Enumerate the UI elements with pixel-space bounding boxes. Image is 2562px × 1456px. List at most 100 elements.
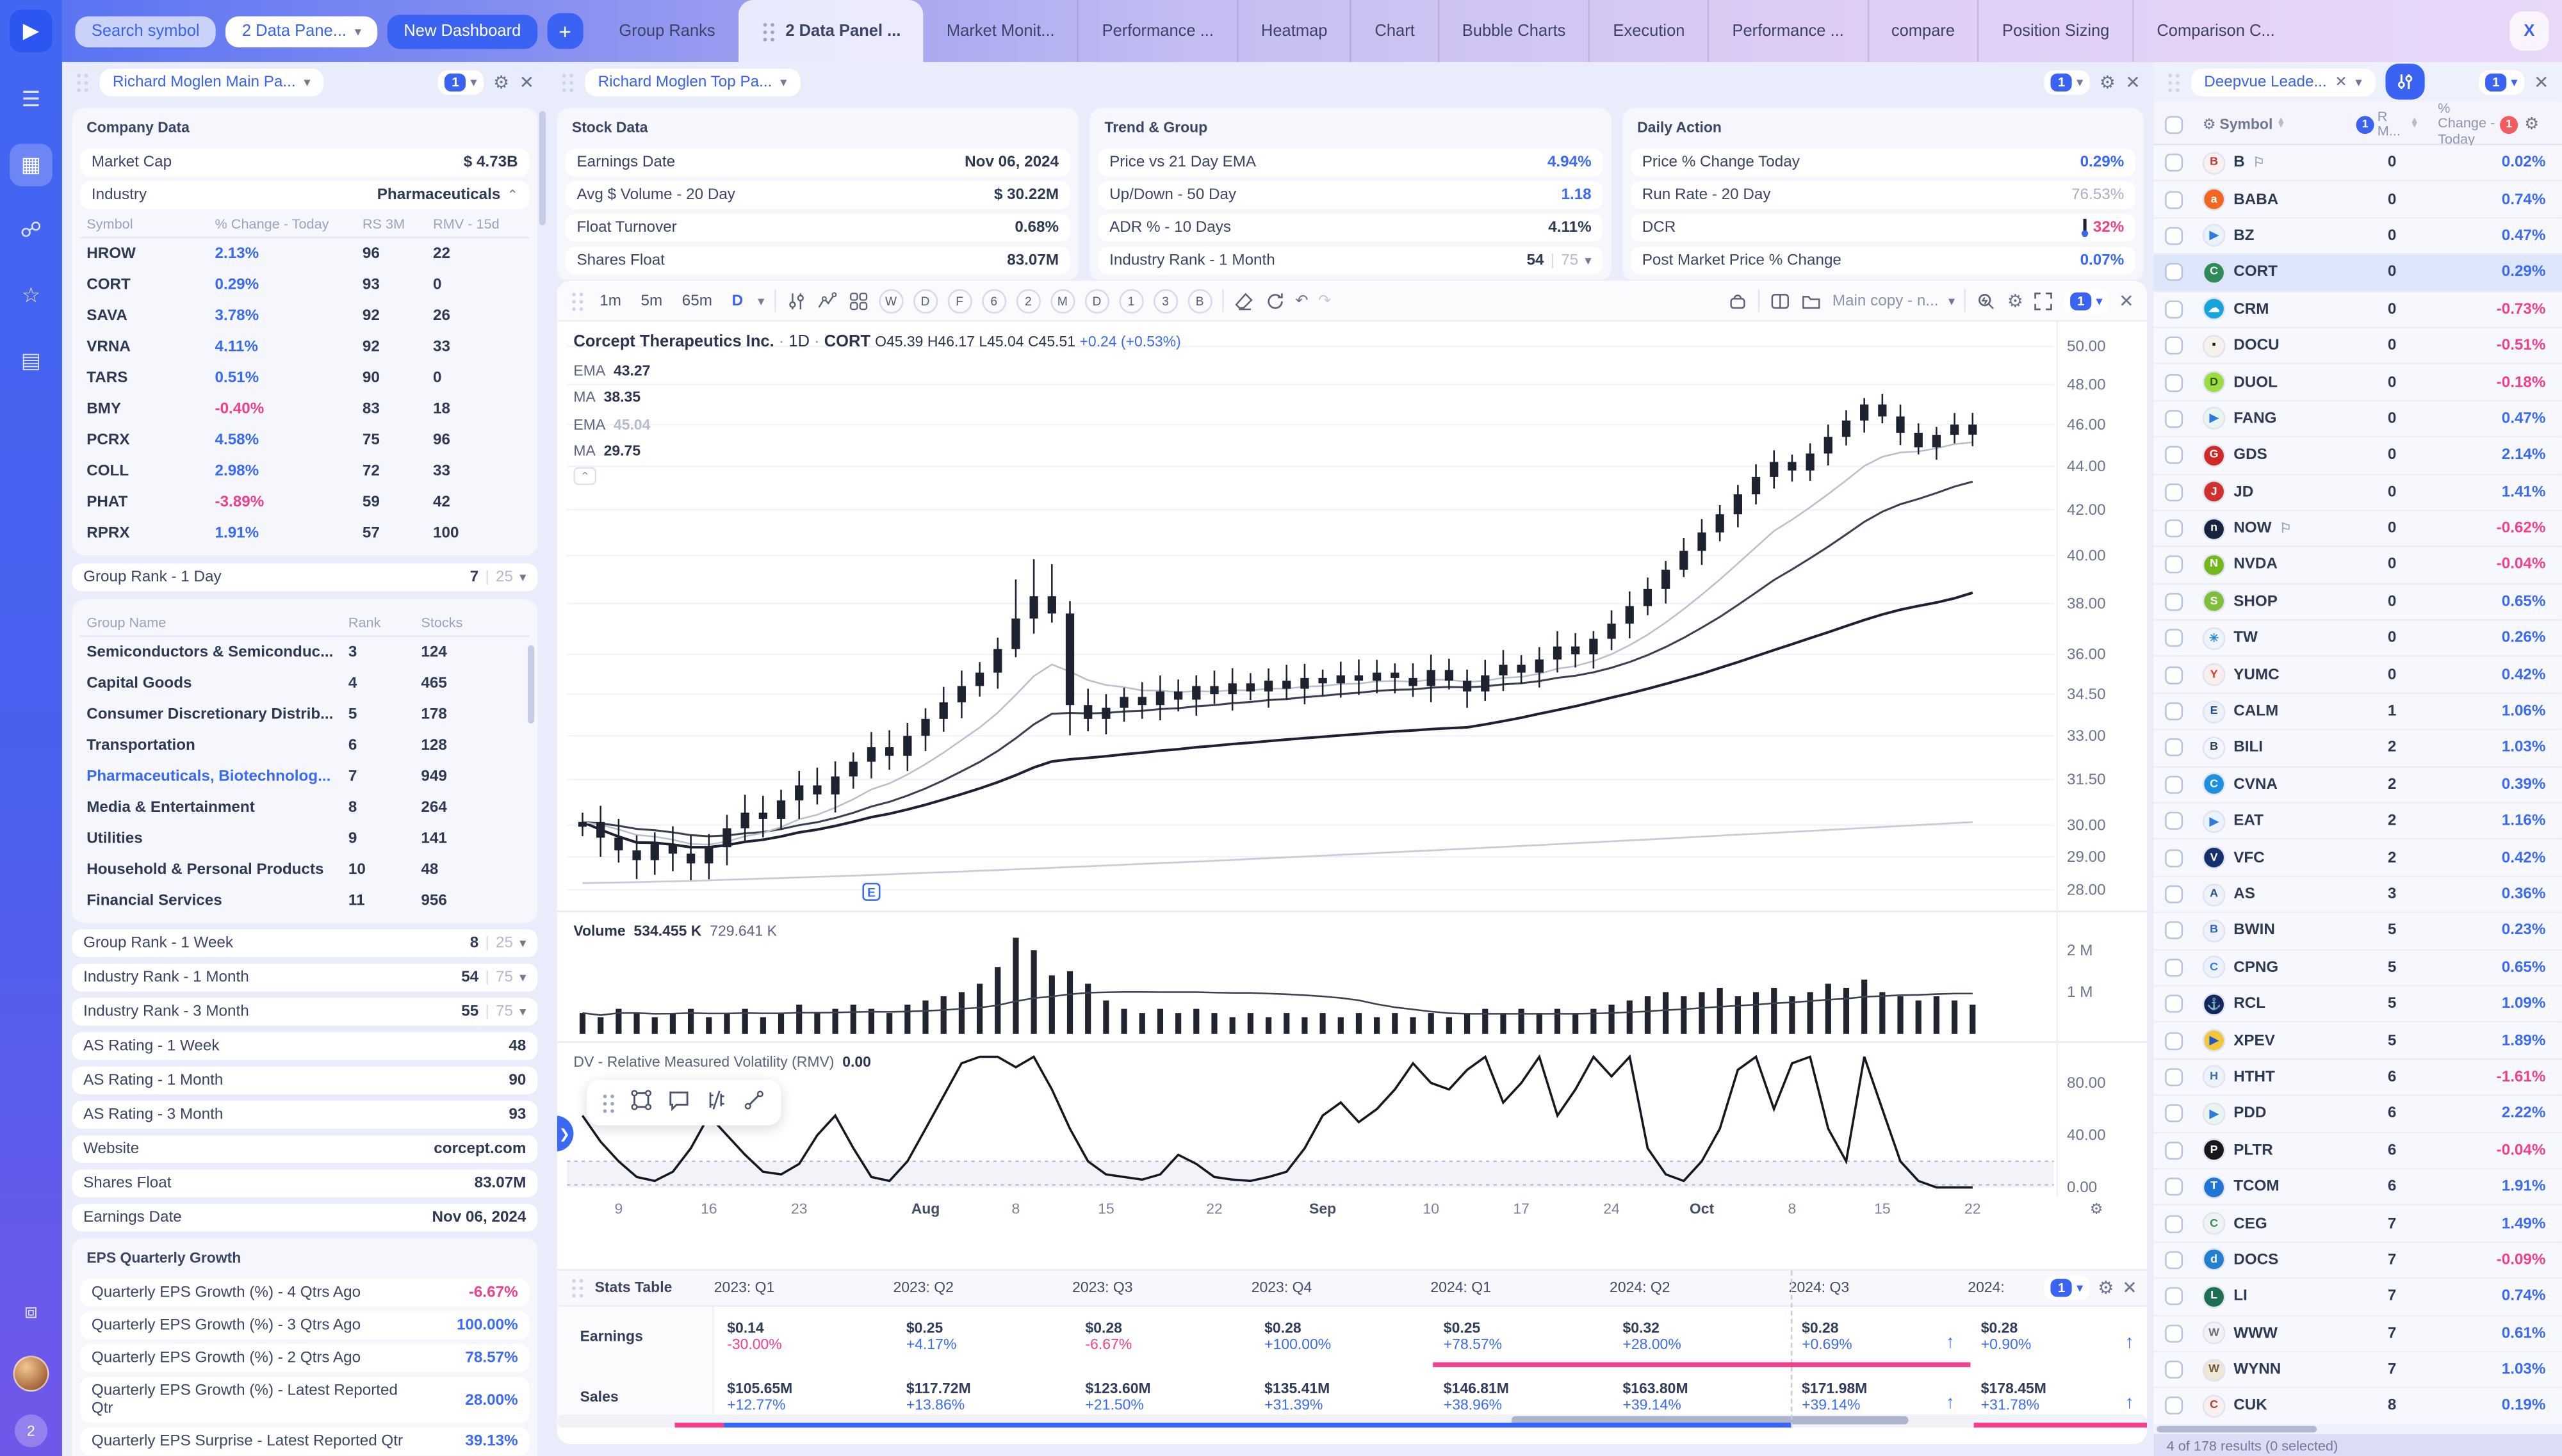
trendline-tool-icon[interactable] xyxy=(742,1088,766,1117)
row-checkbox[interactable] xyxy=(2165,190,2183,209)
row-checkbox[interactable] xyxy=(2165,1177,2183,1196)
stats-column-header[interactable]: 2024: Q2 xyxy=(1610,1279,1670,1295)
chart-drag-handle[interactable] xyxy=(570,289,585,311)
price-chart[interactable]: 50.00 48.00 46.00 44.00 42.00 40.00 38.00 36.00… xyxy=(557,321,2148,1230)
metric-row-industry-rank-1-month[interactable]: Industry Rank - 1 Month 54 | 75 ▾ xyxy=(72,964,538,992)
group-row[interactable]: Household & Personal Products 10 48 xyxy=(86,861,439,879)
watchlist-row-RCL[interactable]: ⚓ RCL 5 1.09% xyxy=(2153,987,2562,1023)
tab-chart[interactable]: Chart xyxy=(1350,0,1437,62)
symbol-row-PHAT[interactable]: PHAT -3.89% 59 42 xyxy=(86,493,451,512)
symbol-row-PCRX[interactable]: PCRX 4.58% 75 96 xyxy=(86,431,451,449)
watchlist-row-CORT[interactable]: C CORT 0 0.29% xyxy=(2153,255,2562,292)
watchlist-row-PDD[interactable]: ▶ PDD 6 2.22% xyxy=(2153,1096,2562,1133)
group-row[interactable]: Semiconductors & Semiconduc... 3 124 xyxy=(86,643,447,662)
metric-row-industry-rank-3-month[interactable]: Industry Rank - 3 Month 55 | 75 ▾ xyxy=(72,998,538,1026)
watchlist-row-TCOM[interactable]: T TCOM 6 1.91% xyxy=(2153,1169,2562,1206)
watchlist-row-XPEV[interactable]: ▶ XPEV 5 1.89% xyxy=(2153,1023,2562,1060)
watchlist-row-BZ[interactable]: ▶ BZ 0 0.47% xyxy=(2153,218,2562,255)
panel1-scrollbar[interactable] xyxy=(539,111,546,226)
watchlist-close-icon[interactable]: ✕ xyxy=(2534,72,2549,93)
timeframe-5m[interactable]: 5m xyxy=(640,291,663,310)
symbol-row-VRNA[interactable]: VRNA 4.11% 92 33 xyxy=(86,338,451,357)
watchlist-row-VFC[interactable]: V VFC 2 0.42% xyxy=(2153,840,2562,877)
row-checkbox[interactable] xyxy=(2165,629,2183,647)
group-row[interactable]: Financial Services 11 956 xyxy=(86,891,447,910)
timeframe-65m[interactable]: 65m xyxy=(681,291,712,310)
row-checkbox[interactable] xyxy=(2165,373,2183,392)
chart-layout-name[interactable]: Main copy - n... xyxy=(1832,291,1939,310)
range-button-W[interactable]: W xyxy=(878,288,904,313)
row-checkbox[interactable] xyxy=(2165,154,2183,172)
undo-icon[interactable]: ↶ xyxy=(1295,291,1309,310)
group-rank-1day-row[interactable]: Group Rank - 1 Day 7 | 25 ▾ xyxy=(72,563,538,592)
groups-scrollbar[interactable] xyxy=(527,645,535,724)
eraser-icon[interactable] xyxy=(1233,290,1254,311)
drawbar-drag-handle[interactable] xyxy=(601,1092,616,1113)
tab-performance-[interactable]: Performance ... xyxy=(1077,0,1236,62)
tab-compare[interactable]: compare xyxy=(1866,0,1978,62)
metric-row-group-rank-1-week[interactable]: Group Rank - 1 Week 8 | 25 ▾ xyxy=(72,929,538,957)
watchlist-row-JD[interactable]: J JD 0 1.41% xyxy=(2153,474,2562,512)
zoom-flash-icon[interactable] xyxy=(1976,290,1997,311)
watchlist-row-BILI[interactable]: B BILI 2 1.03% xyxy=(2153,731,2562,768)
watchlist-row-LI[interactable]: L LI 7 0.74% xyxy=(2153,1279,2562,1316)
row-checkbox[interactable] xyxy=(2165,1287,2183,1306)
stats-layer-dropdown[interactable]: 1 ▾ xyxy=(2044,1275,2090,1300)
row-checkbox[interactable] xyxy=(2165,775,2183,794)
group-row[interactable]: Utilities 9 141 xyxy=(86,829,447,848)
watchlist-row-FANG[interactable]: ▶ FANG 0 0.47% xyxy=(2153,401,2562,438)
row-checkbox[interactable] xyxy=(2165,483,2183,501)
row-checkbox[interactable] xyxy=(2165,1068,2183,1087)
row-checkbox[interactable] xyxy=(2165,702,2183,721)
add-tab-button[interactable]: + xyxy=(547,13,583,49)
search-input[interactable]: Search symbol xyxy=(75,15,216,47)
range-button-D[interactable]: D xyxy=(913,288,938,313)
comment-tool-icon[interactable] xyxy=(667,1088,691,1117)
chart-layer-dropdown[interactable]: 1 ▾ xyxy=(2064,288,2109,313)
row-checkbox[interactable] xyxy=(2165,556,2183,574)
panel1-preset-dropdown[interactable]: Richard Moglen Main Pa... ▾ xyxy=(99,67,324,96)
tab-market-monit-[interactable]: Market Monit... xyxy=(946,22,1055,40)
tab-bubble-charts[interactable]: Bubble Charts xyxy=(1437,0,1589,62)
group-row[interactable]: Consumer Discretionary Distrib... 5 178 xyxy=(86,706,447,724)
timeframe-1m[interactable]: 1m xyxy=(600,291,621,310)
symbol-row-COLL[interactable]: COLL 2.98% 72 33 xyxy=(86,462,451,480)
indicators-icon[interactable] xyxy=(817,290,838,311)
watchlist-row-TW[interactable]: ✳ TW 0 0.26% xyxy=(2153,621,2562,658)
row-checkbox[interactable] xyxy=(2165,336,2183,355)
row-checkbox[interactable] xyxy=(2165,1141,2183,1160)
chart-close-icon[interactable]: ✕ xyxy=(2119,291,2134,311)
group-row[interactable]: Pharmaceuticals, Biotechnolog... 7 949 xyxy=(86,767,447,786)
stats-gear-icon[interactable]: ⚙ xyxy=(2098,1278,2114,1298)
stats-column-header[interactable]: 2023: Q1 xyxy=(714,1279,775,1295)
watchlist-row-WWW[interactable]: W WWW 7 0.61% xyxy=(2153,1316,2562,1352)
watchlist-row-CVNA[interactable]: C CVNA 2 0.39% xyxy=(2153,767,2562,804)
row-checkbox[interactable] xyxy=(2165,446,2183,465)
panel2-close-icon[interactable]: ✕ xyxy=(2125,72,2141,93)
watchlist-row-PLTR[interactable]: P PLTR 6 -0.04% xyxy=(2153,1133,2562,1170)
row-checkbox[interactable] xyxy=(2165,1250,2183,1269)
flag-icon[interactable]: ⚐ xyxy=(2253,155,2265,170)
watchlist-dropdown[interactable]: Deepvue Leade... ✕ ▾ xyxy=(2191,67,2376,96)
chart-layout-dropdown-icon[interactable]: ▾ xyxy=(1948,293,1955,308)
row-checkbox[interactable] xyxy=(2165,1104,2183,1123)
dashboard-dropdown[interactable]: 2 Data Pane... ▾ xyxy=(225,15,378,47)
timeframe-active[interactable]: D xyxy=(731,291,744,310)
tab-heatmap[interactable]: Heatmap xyxy=(1236,0,1350,62)
panel2-layer-dropdown[interactable]: 1 ▾ xyxy=(2044,69,2090,94)
range-button-2[interactable]: 2 xyxy=(1016,288,1041,313)
drag-handle-icon[interactable] xyxy=(2166,70,2182,93)
group-row[interactable]: Capital Goods 4 465 xyxy=(86,674,447,693)
group-row[interactable]: Transportation 6 128 xyxy=(86,736,447,755)
row-checkbox[interactable] xyxy=(2165,263,2183,282)
symbol-row-RPRX[interactable]: RPRX 1.91% 57 100 xyxy=(86,524,459,542)
chart-settings-icon[interactable]: ⚙ xyxy=(2007,291,2023,311)
stats-column-header[interactable]: 2023: Q2 xyxy=(893,1279,954,1295)
change-column-header[interactable]: % Change - Today xyxy=(2438,99,2495,147)
row-checkbox[interactable] xyxy=(2165,410,2183,428)
watchlist-row-CPNG[interactable]: C CPNG 5 0.65% xyxy=(2153,950,2562,987)
panel2-preset-dropdown[interactable]: Richard Moglen Top Pa... ▾ xyxy=(585,67,800,96)
tab-comparison-c-[interactable]: Comparison C... xyxy=(2132,0,2297,62)
symbol-row-TARS[interactable]: TARS 0.51% 90 0 xyxy=(86,369,442,387)
avatar[interactable] xyxy=(13,1355,49,1391)
